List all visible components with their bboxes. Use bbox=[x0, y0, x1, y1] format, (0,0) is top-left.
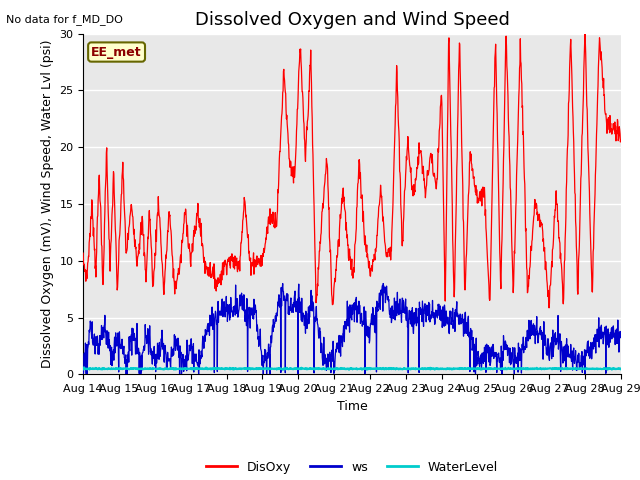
Title: Dissolved Oxygen and Wind Speed: Dissolved Oxygen and Wind Speed bbox=[195, 11, 509, 29]
Text: EE_met: EE_met bbox=[92, 46, 142, 59]
X-axis label: Time: Time bbox=[337, 400, 367, 413]
Y-axis label: Dissolved Oxygen (mV), Wind Speed, Water Lvl (psi): Dissolved Oxygen (mV), Wind Speed, Water… bbox=[41, 40, 54, 368]
Text: No data for f_MD_DO: No data for f_MD_DO bbox=[6, 14, 124, 25]
Legend: DisOxy, ws, WaterLevel: DisOxy, ws, WaterLevel bbox=[201, 456, 503, 479]
